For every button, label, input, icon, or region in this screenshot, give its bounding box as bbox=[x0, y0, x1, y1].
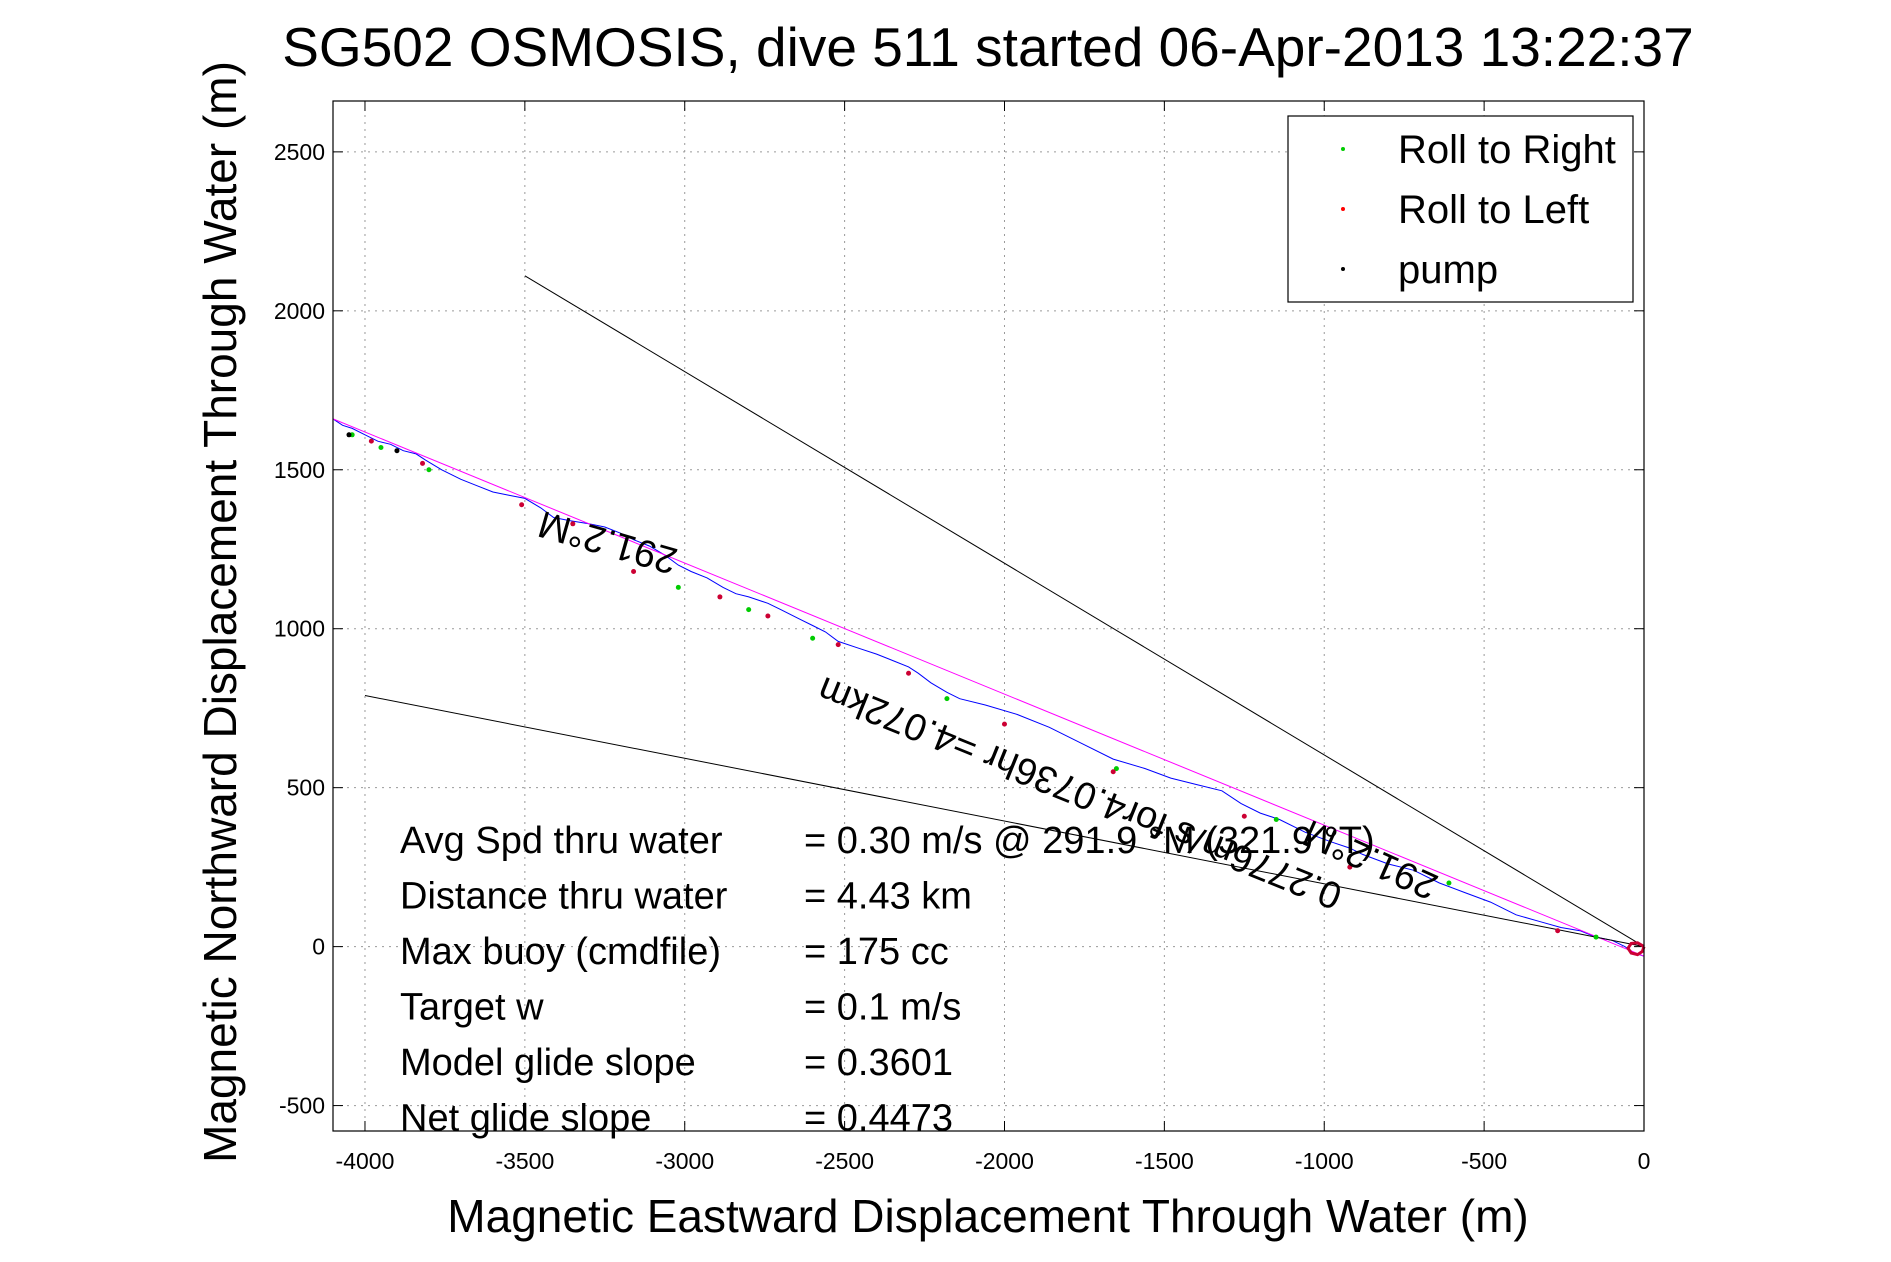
stat-value: = 0.4473 bbox=[804, 1098, 953, 1140]
stat-value: = 4.43 km bbox=[804, 876, 972, 918]
data-point bbox=[810, 635, 816, 641]
data-point bbox=[944, 696, 950, 702]
series-line bbox=[332, 418, 1645, 957]
stat-value: = 175 cc bbox=[804, 931, 949, 973]
data-point bbox=[394, 448, 400, 454]
data-point bbox=[519, 502, 525, 508]
data-point bbox=[368, 438, 374, 444]
data-point bbox=[1593, 934, 1599, 940]
data-point bbox=[631, 568, 637, 574]
y-axis: -500 0 500 1000 1500 2000 2500 bbox=[274, 139, 1644, 1119]
grid bbox=[333, 101, 1645, 1131]
x-tick-label: -2500 bbox=[815, 1148, 874, 1174]
data-point bbox=[378, 445, 384, 451]
data-point bbox=[746, 607, 752, 613]
chart-title: SG502 OSMOSIS, dive 511 started 06-Apr-2… bbox=[282, 16, 1693, 78]
series-layer bbox=[332, 275, 1646, 957]
y-tick-label: 0 bbox=[312, 934, 325, 960]
x-tick-label: -3000 bbox=[655, 1148, 714, 1174]
series-line bbox=[364, 695, 1645, 948]
data-point bbox=[1113, 766, 1119, 772]
data-point bbox=[570, 521, 576, 527]
data-point bbox=[346, 432, 352, 438]
stat-value: = 0.30 m/s @ 291.9 °M (321.9 °T) bbox=[804, 820, 1375, 862]
data-point bbox=[426, 467, 432, 473]
plot-frame bbox=[332, 100, 1645, 1132]
data-point bbox=[1446, 880, 1452, 886]
data-point bbox=[906, 670, 912, 676]
stat-label: Target w bbox=[400, 987, 544, 1029]
data-point bbox=[717, 594, 723, 600]
x-tick-label: -500 bbox=[1461, 1148, 1507, 1174]
data-point bbox=[765, 613, 771, 619]
x-tick-label: -2000 bbox=[975, 1148, 1034, 1174]
legend-box bbox=[1287, 115, 1634, 303]
stat-label: Max buoy (cmdfile) bbox=[400, 931, 721, 973]
y-tick-label: 1500 bbox=[274, 457, 325, 483]
y-tick-label: 2000 bbox=[274, 298, 325, 324]
x-tick-label: -1500 bbox=[1135, 1148, 1194, 1174]
y-tick-label: 1000 bbox=[274, 616, 325, 642]
stat-label: Avg Spd thru water bbox=[400, 820, 723, 862]
legend-label: Roll to Left bbox=[1398, 188, 1589, 232]
stat-value: = 0.3601 bbox=[804, 1042, 953, 1084]
x-tick-label: 0 bbox=[1638, 1148, 1651, 1174]
marker-layer bbox=[346, 432, 1599, 940]
data-point bbox=[1555, 928, 1561, 934]
series-line bbox=[524, 275, 1645, 948]
y-tick-label: -500 bbox=[279, 1093, 325, 1119]
x-axis: -4000 -3500 -3000 -2500 -2000 -1500 -1000 -500 0 bbox=[336, 101, 1651, 1174]
legend-marker bbox=[1341, 207, 1345, 211]
stats-block: Avg Spd thru water = 0.30 m/s @ 291.9 °M … bbox=[400, 820, 1375, 1140]
legend-label: Roll to Right bbox=[1398, 128, 1616, 172]
legend-marker bbox=[1341, 147, 1345, 151]
x-tick-label: -1000 bbox=[1295, 1148, 1354, 1174]
data-point bbox=[1273, 816, 1279, 822]
legend-label: pump bbox=[1398, 248, 1498, 292]
stat-label: Net glide slope bbox=[400, 1098, 651, 1140]
series-line bbox=[332, 418, 1645, 957]
y-tick-label: 500 bbox=[287, 775, 325, 801]
data-point bbox=[1241, 813, 1247, 819]
legend-marker bbox=[1341, 267, 1345, 271]
data-point bbox=[835, 642, 841, 648]
stat-label: Distance thru water bbox=[400, 876, 728, 918]
data-point bbox=[1110, 769, 1116, 775]
x-axis-label: Magnetic Eastward Displacement Through W… bbox=[447, 1190, 1528, 1242]
data-point bbox=[675, 584, 681, 590]
data-point bbox=[420, 460, 426, 466]
data-point bbox=[1001, 721, 1007, 727]
stat-value: = 0.1 m/s bbox=[804, 987, 961, 1029]
x-tick-label: -3500 bbox=[495, 1148, 554, 1174]
series-line bbox=[1626, 941, 1646, 957]
data-point bbox=[1347, 864, 1353, 870]
y-tick-label: 2500 bbox=[274, 139, 325, 165]
x-tick-label: -4000 bbox=[336, 1148, 395, 1174]
legend: Roll to Right Roll to Left pump bbox=[1287, 115, 1634, 303]
stat-label: Model glide slope bbox=[400, 1042, 696, 1084]
y-axis-label: Magnetic Northward Displacement Through … bbox=[194, 61, 246, 1163]
